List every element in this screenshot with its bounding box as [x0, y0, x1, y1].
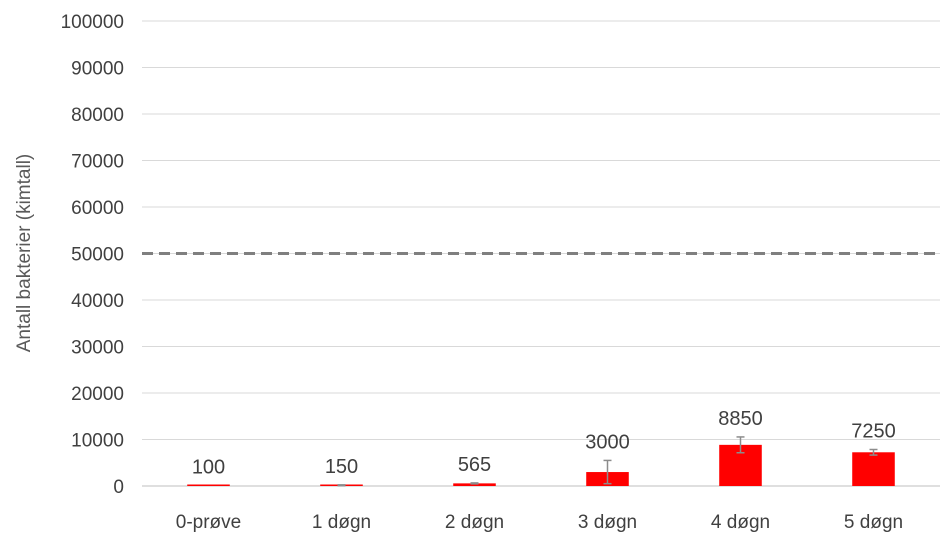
y-tick-label: 90000	[71, 59, 124, 80]
data-label: 8850	[718, 408, 763, 430]
y-tick-label: 80000	[71, 105, 124, 126]
y-tick-label: 10000	[71, 431, 124, 452]
y-axis-ticks: 0 10000 20000 30000 40000 50000 60000 70000 8000…	[61, 12, 124, 498]
x-tick-label: 4 døgn	[711, 512, 770, 533]
y-tick-label: 50000	[71, 245, 124, 266]
data-label: 7250	[851, 420, 896, 442]
y-tick-label: 40000	[71, 291, 124, 312]
y-tick-label: 30000	[71, 338, 124, 359]
y-tick-label: 60000	[71, 198, 124, 219]
error-bar	[736, 436, 745, 454]
error-bars	[337, 436, 878, 487]
error-bar	[869, 448, 878, 456]
error-bar	[337, 484, 346, 487]
x-tick-label: 3 døgn	[578, 512, 637, 533]
data-label: 3000	[585, 431, 630, 453]
error-bar	[603, 459, 612, 485]
data-label: 100	[192, 457, 225, 479]
x-tick-label: 0-prøve	[176, 512, 241, 533]
bar	[852, 452, 895, 486]
x-tick-label: 1 døgn	[312, 512, 371, 533]
bar	[453, 483, 496, 486]
data-labels: 100 150 565 3000 8850 7250	[192, 408, 896, 479]
x-axis-ticks: 0-prøve 1 døgn 2 døgn 3 døgn 4 døgn 5 døgn	[176, 512, 903, 533]
y-axis-title: Antall bakterier (kimtall)	[14, 154, 35, 353]
y-tick-label: 20000	[71, 384, 124, 405]
y-tick-label: 100000	[61, 12, 124, 33]
y-tick-label: 70000	[71, 152, 124, 173]
data-label: 565	[458, 454, 491, 476]
data-label: 150	[325, 456, 358, 478]
x-tick-label: 2 døgn	[445, 512, 504, 533]
y-tick-label: 0	[113, 477, 124, 498]
bar	[187, 484, 230, 486]
x-tick-label: 5 døgn	[844, 512, 903, 533]
bars	[187, 444, 895, 486]
error-bar	[470, 482, 479, 485]
